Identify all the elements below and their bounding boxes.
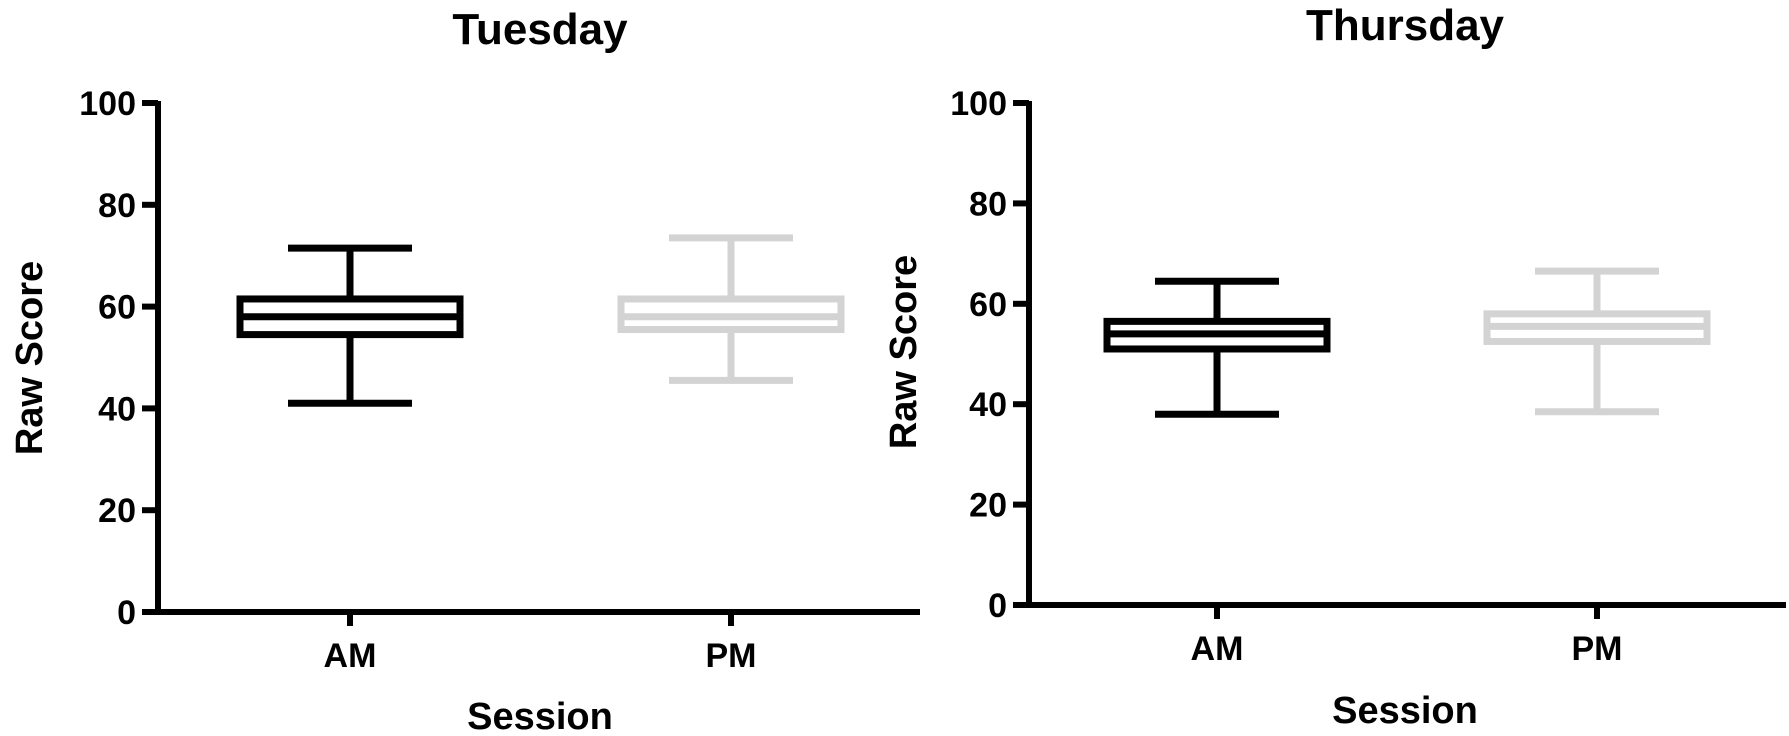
- panel-thursday: Thursday Raw Score Session 0 20 40 60 80 100 A…: [883, 1, 1786, 732]
- panel-tuesday: Tuesday Raw Score Session 0 20 40 60 80 100 AM…: [9, 5, 920, 736]
- x-tick-label: AM: [324, 637, 377, 675]
- y-tick-label: 80: [98, 187, 136, 225]
- y-tick-label: 100: [79, 85, 136, 123]
- y-tick-label: 80: [969, 185, 1007, 223]
- y-tick-label: 40: [969, 386, 1007, 424]
- x-tick-label: PM: [1572, 630, 1623, 668]
- box-pm: [617, 234, 845, 384]
- x-tick-label: PM: [706, 637, 757, 675]
- x-axis-label: Session: [1332, 690, 1478, 732]
- box-am: [1103, 277, 1331, 418]
- y-tick-label: 20: [98, 492, 136, 530]
- y-axis-label: Raw Score: [883, 255, 925, 449]
- y-tick-label: 20: [969, 487, 1007, 525]
- y-tick-label: 100: [950, 85, 1007, 123]
- y-tick-label: 40: [98, 390, 136, 428]
- chart-title: Tuesday: [452, 5, 628, 54]
- x-tick-label: AM: [1191, 630, 1244, 668]
- y-tick-label: 60: [98, 289, 136, 327]
- chart-title: Thursday: [1306, 1, 1505, 50]
- box-pm: [1483, 267, 1711, 416]
- y-tick-label: 0: [988, 587, 1007, 625]
- y-tick-label: 60: [969, 286, 1007, 324]
- box-am: [236, 244, 464, 407]
- y-axis-label: Raw Score: [9, 261, 51, 455]
- y-tick-label: 0: [117, 594, 136, 632]
- x-axis-label: Session: [467, 696, 613, 736]
